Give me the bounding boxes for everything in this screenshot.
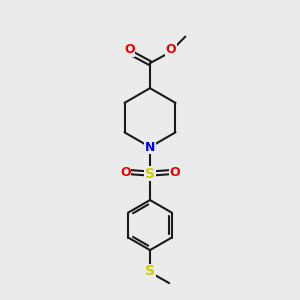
- Text: O: O: [165, 44, 176, 56]
- Text: S: S: [145, 167, 155, 181]
- Text: S: S: [145, 264, 155, 278]
- Text: N: N: [145, 141, 155, 154]
- Text: O: O: [124, 44, 135, 56]
- Text: O: O: [120, 166, 130, 178]
- Text: O: O: [169, 166, 180, 178]
